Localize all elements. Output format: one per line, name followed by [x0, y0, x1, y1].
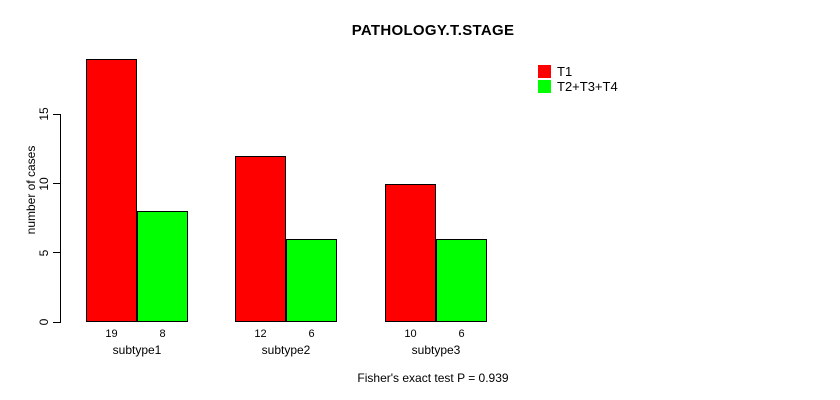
x-category-label-subtype3: subtype3	[411, 343, 461, 357]
legend-swatch-t1	[538, 65, 551, 78]
bar-value-label: 19	[105, 328, 118, 340]
bar-value-label: 12	[254, 328, 267, 340]
legend-swatch-t2-t3-t4	[538, 80, 551, 93]
x-category-label-subtype2: subtype2	[261, 343, 311, 357]
bar-subtype3-t2-t3-t4	[436, 238, 487, 322]
bar-value-label: 6	[308, 328, 315, 340]
y-axis-tick	[53, 252, 61, 254]
chart-title: PATHOLOGY.T.STAGE	[351, 22, 515, 39]
legend-label: T2+T3+T4	[557, 79, 618, 94]
x-category-label-subtype1: subtype1	[112, 343, 162, 357]
bar-subtype2-t1	[235, 155, 286, 322]
legend-item-t2-t3-t4: T2+T3+T4	[538, 79, 618, 94]
bar-value-label: 10	[404, 328, 417, 340]
y-axis-tick	[53, 113, 61, 115]
bar-subtype2-t2-t3-t4	[286, 238, 337, 322]
legend: T1 T2+T3+T4	[538, 64, 618, 94]
bar-subtype1-t1	[86, 58, 137, 322]
legend-label: T1	[557, 64, 573, 79]
bar-subtype3-t1	[385, 183, 436, 322]
y-axis-tick	[53, 321, 61, 323]
y-axis-tick	[53, 183, 61, 184]
bar-subtype1-t2-t3-t4	[137, 211, 188, 322]
bar-value-label: 6	[458, 328, 465, 340]
legend-item-t1: T1	[538, 64, 618, 79]
y-axis-line	[60, 114, 61, 322]
bar-value-label: 8	[159, 328, 166, 340]
fisher-test-annotation: Fisher's exact test P = 0.939	[357, 371, 509, 385]
